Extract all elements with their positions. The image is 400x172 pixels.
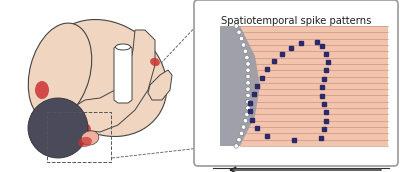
Circle shape (239, 36, 244, 41)
Ellipse shape (78, 137, 92, 147)
Circle shape (246, 74, 250, 79)
Circle shape (239, 131, 244, 136)
Polygon shape (70, 30, 155, 132)
Ellipse shape (43, 19, 167, 136)
Circle shape (234, 144, 238, 148)
Circle shape (245, 112, 249, 117)
Circle shape (246, 81, 250, 85)
Ellipse shape (150, 58, 160, 66)
Circle shape (237, 30, 241, 35)
Bar (220, 26, 388, 146)
Circle shape (237, 137, 241, 142)
Circle shape (28, 98, 88, 158)
Circle shape (243, 49, 248, 53)
Ellipse shape (35, 81, 49, 99)
Circle shape (243, 119, 248, 123)
Polygon shape (148, 70, 172, 100)
Polygon shape (220, 26, 260, 146)
Circle shape (241, 43, 246, 47)
Circle shape (246, 106, 250, 110)
Circle shape (246, 68, 250, 72)
Circle shape (246, 62, 250, 66)
Circle shape (241, 125, 246, 129)
Circle shape (245, 55, 249, 60)
Ellipse shape (28, 23, 92, 121)
Ellipse shape (73, 122, 91, 134)
Circle shape (246, 93, 250, 98)
FancyBboxPatch shape (194, 0, 398, 166)
Ellipse shape (116, 44, 130, 50)
Circle shape (246, 100, 250, 104)
Circle shape (246, 87, 250, 91)
Circle shape (234, 24, 238, 28)
Text: Spatiotemporal spike patterns: Spatiotemporal spike patterns (221, 16, 371, 26)
Ellipse shape (81, 131, 99, 145)
Polygon shape (114, 45, 132, 103)
